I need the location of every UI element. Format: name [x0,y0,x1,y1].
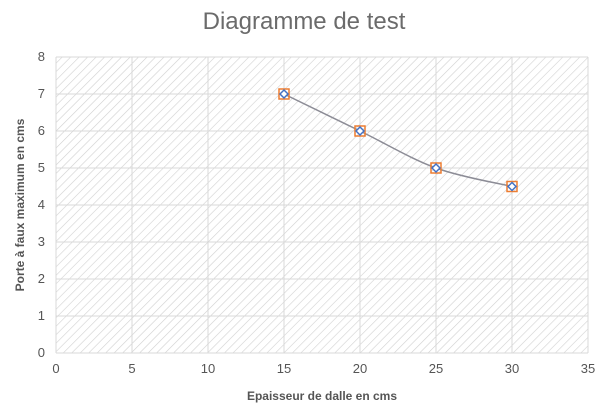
x-tick-label: 10 [201,361,215,376]
data-point [278,88,290,100]
data-point [354,125,366,137]
y-tick-label: 5 [38,160,45,175]
y-tick-label: 2 [38,271,45,286]
x-tick-label: 15 [277,361,291,376]
grid-lines [55,56,589,354]
x-axis-label: Epaisseur de dalle en cms [247,389,397,403]
series-line [283,93,513,188]
x-tick-label: 0 [52,361,59,376]
y-tick-label: 0 [38,345,45,360]
tick-labels: 0 1 2 3 4 5 6 7 8 0 5 10 15 20 25 30 35 [38,49,595,376]
data-point [506,180,518,193]
y-tick-label: 3 [38,234,45,249]
y-tick-label: 6 [38,123,45,138]
x-tick-label: 35 [581,361,595,376]
x-tick-label: 20 [353,361,367,376]
x-tick-label: 25 [429,361,443,376]
x-tick-label: 30 [505,361,519,376]
x-tick-label: 5 [128,361,135,376]
y-tick-label: 4 [38,197,45,212]
y-tick-label: 8 [38,49,45,64]
series-layer [278,88,518,193]
y-tick-label: 7 [38,86,45,101]
y-tick-label: 1 [38,308,45,323]
y-axis-label: Porte à faux maximum en cms [13,118,27,291]
data-point [430,162,442,174]
chart-title: Diagramme de test [203,8,406,35]
